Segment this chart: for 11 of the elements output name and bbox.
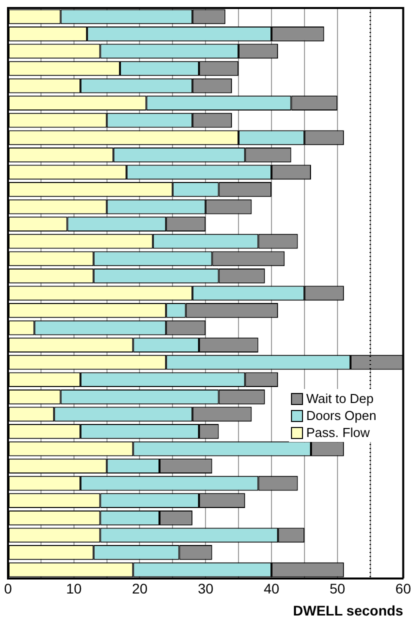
legend-label: Wait to Dep: [306, 390, 374, 408]
x-tick-label: 60: [395, 580, 412, 597]
legend-label: Doors Open: [306, 407, 376, 424]
x-tick-label: 20: [132, 580, 148, 597]
x-tick-label: 30: [198, 580, 214, 597]
legend-label: Pass. Flow: [306, 424, 370, 442]
x-tick-label: 10: [66, 580, 82, 597]
x-tick-label: 50: [330, 580, 346, 597]
x-axis-title: DWELL seconds: [293, 602, 404, 618]
x-tick-label: 40: [264, 580, 280, 597]
x-tick-label: 0: [4, 580, 12, 597]
